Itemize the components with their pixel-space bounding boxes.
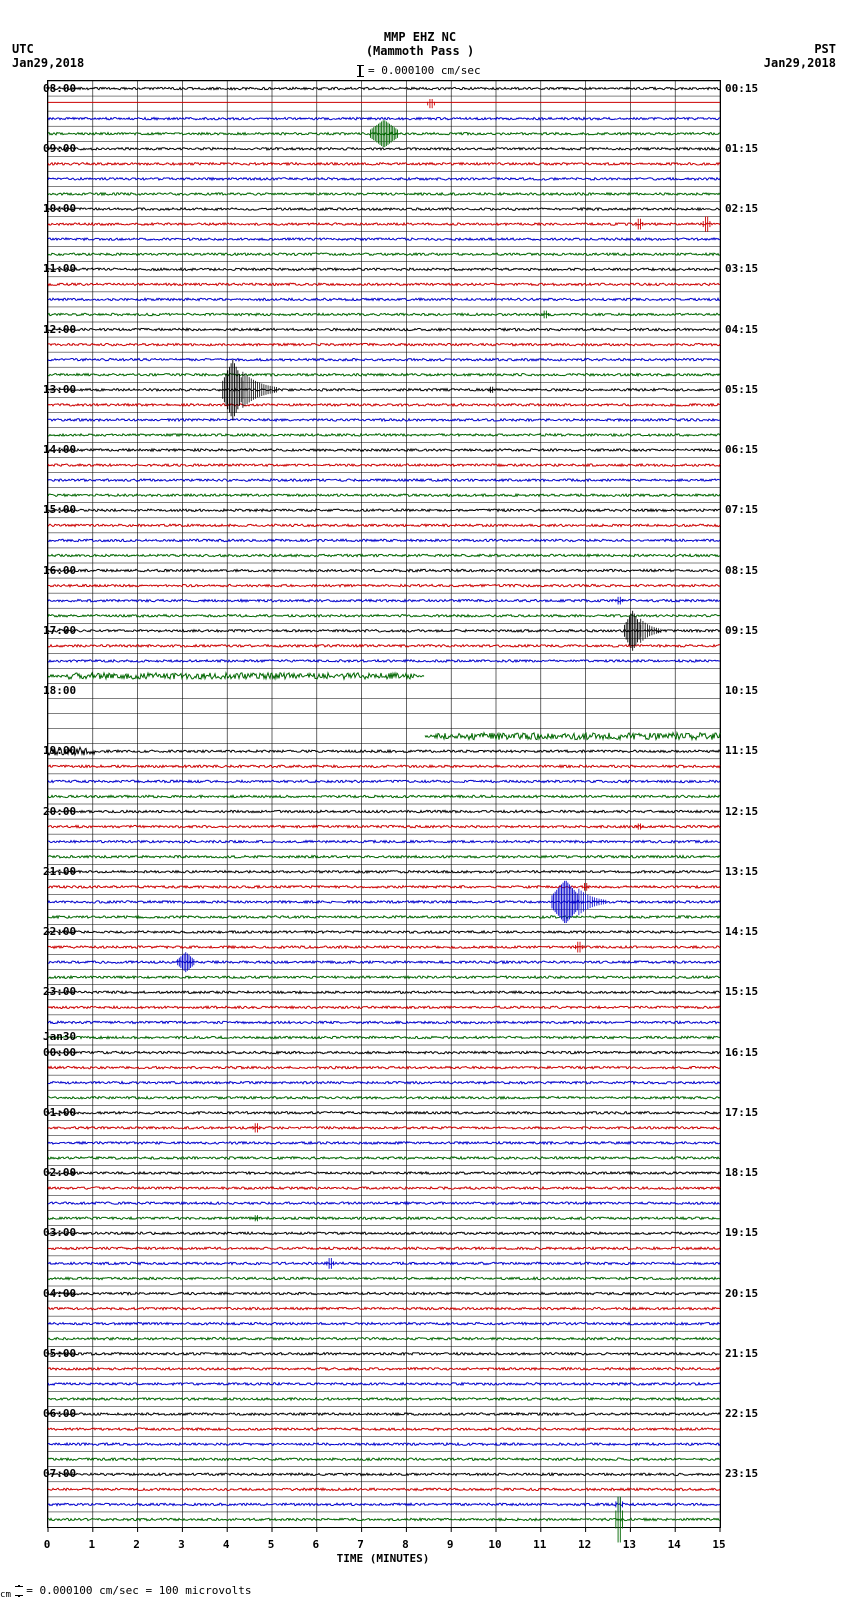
- footer-scale-bar-icon: [18, 1585, 20, 1597]
- x-axis-title: TIME (MINUTES): [47, 1552, 719, 1565]
- left-time-label: 00:00: [43, 1046, 45, 1059]
- x-tick: 9: [447, 1538, 454, 1551]
- x-tick: 1: [88, 1538, 95, 1551]
- x-tick: 4: [223, 1538, 230, 1551]
- scale-note: = 0.000100 cm/sec: [0, 64, 840, 77]
- station-title: MMP EHZ NC (Mammoth Pass ): [0, 30, 840, 58]
- x-tick: 15: [712, 1538, 725, 1551]
- x-tick: 13: [623, 1538, 636, 1551]
- left-time-label: 03:00: [43, 1226, 45, 1239]
- right-time-label: 11:15: [723, 744, 758, 757]
- right-time-label: 18:15: [723, 1166, 758, 1179]
- seismogram-plot: [47, 80, 721, 1528]
- right-time-label: 23:15: [723, 1467, 758, 1480]
- right-time-label: 02:15: [723, 202, 758, 215]
- seismogram-svg: [48, 81, 720, 1527]
- left-time-label: 20:00: [43, 805, 45, 818]
- header: MMP EHZ NC (Mammoth Pass ) UTC Jan29,201…: [0, 0, 840, 80]
- left-time-label: 10:00: [43, 202, 45, 215]
- left-time-label: 07:00: [43, 1467, 45, 1480]
- left-time-label: 11:00: [43, 262, 45, 275]
- left-time-label: Jan30: [43, 1030, 45, 1043]
- right-time-label: 04:15: [723, 323, 758, 336]
- left-time-label: 15:00: [43, 503, 45, 516]
- x-tick: 11: [533, 1538, 546, 1551]
- footer-text: = 0.000100 cm/sec = 100 microvolts: [26, 1584, 251, 1597]
- left-time-label: 14:00: [43, 443, 45, 456]
- left-time-label: 01:00: [43, 1106, 45, 1119]
- page: { "header": { "station_line1": "MMP EHZ …: [0, 0, 850, 1600]
- station-id: MMP EHZ NC: [0, 30, 840, 44]
- left-time-label: 06:00: [43, 1407, 45, 1420]
- right-time-label: 05:15: [723, 383, 758, 396]
- left-time-label: 04:00: [43, 1287, 45, 1300]
- scale-value: = 0.000100 cm/sec: [368, 64, 481, 77]
- right-time-label: 16:15: [723, 1046, 758, 1059]
- left-time-label: 09:00: [43, 142, 45, 155]
- footer-scale-unit: cm: [0, 1589, 11, 1600]
- left-time-label: 17:00: [43, 624, 45, 637]
- right-time-label: 19:15: [723, 1226, 758, 1239]
- left-time-label: 02:00: [43, 1166, 45, 1179]
- right-time-label: 13:15: [723, 865, 758, 878]
- right-time-label: 01:15: [723, 142, 758, 155]
- x-tick: 10: [488, 1538, 501, 1551]
- x-axis: TIME (MINUTES) 0123456789101112131415: [47, 1528, 719, 1568]
- right-time-label: 15:15: [723, 985, 758, 998]
- right-time-label: 21:15: [723, 1347, 758, 1360]
- x-tick: 14: [668, 1538, 681, 1551]
- left-time-label: 08:00: [43, 82, 45, 95]
- left-time-label: 16:00: [43, 564, 45, 577]
- x-tick: 0: [44, 1538, 51, 1551]
- right-time-label: 07:15: [723, 503, 758, 516]
- right-time-label: 10:15: [723, 684, 758, 697]
- x-tick: 3: [178, 1538, 185, 1551]
- left-time-label: 19:00: [43, 744, 45, 757]
- station-desc: (Mammoth Pass ): [0, 44, 840, 58]
- left-time-label: 23:00: [43, 985, 45, 998]
- right-time-label: 06:15: [723, 443, 758, 456]
- left-time-label: 12:00: [43, 323, 45, 336]
- right-time-label: 14:15: [723, 925, 758, 938]
- right-time-label: 08:15: [723, 564, 758, 577]
- left-time-label: 18:00: [43, 684, 45, 697]
- right-tz: PST: [764, 42, 836, 56]
- left-tz: UTC: [12, 42, 84, 56]
- x-tick: 6: [312, 1538, 319, 1551]
- right-time-label: 09:15: [723, 624, 758, 637]
- right-time-label: 17:15: [723, 1106, 758, 1119]
- right-time-label: 03:15: [723, 262, 758, 275]
- left-time-label: 22:00: [43, 925, 45, 938]
- x-tick: 8: [402, 1538, 409, 1551]
- scale-bar-icon: [359, 65, 361, 77]
- x-tick: 7: [357, 1538, 364, 1551]
- plot-wrap: TIME (MINUTES) 0123456789101112131415 08…: [47, 80, 719, 1568]
- x-tick: 12: [578, 1538, 591, 1551]
- x-tick: 2: [133, 1538, 140, 1551]
- left-time-label: 05:00: [43, 1347, 45, 1360]
- right-time-label: 00:15: [723, 82, 758, 95]
- right-time-label: 20:15: [723, 1287, 758, 1300]
- footer: cm = 0.000100 cm/sec = 100 microvolts: [0, 1584, 850, 1600]
- left-time-label: 21:00: [43, 865, 45, 878]
- right-time-label: 12:15: [723, 805, 758, 818]
- right-time-label: 22:15: [723, 1407, 758, 1420]
- x-tick: 5: [268, 1538, 275, 1551]
- left-time-label: 13:00: [43, 383, 45, 396]
